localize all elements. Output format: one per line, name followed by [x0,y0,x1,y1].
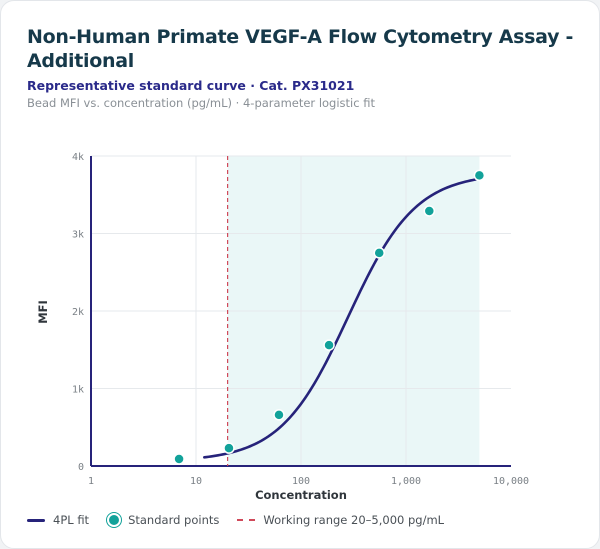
x-tick-label: 1,000 [391,476,421,487]
standard-point [323,339,335,351]
legend-item-range: Working range 20–5,000 pg/mL [237,513,444,527]
standard-point [473,169,486,182]
chart-caption: Bead MFI vs. concentration (pg/mL) · 4-p… [27,96,375,110]
legend-swatch-fit [27,518,45,522]
standard-point [223,442,235,454]
standard-point [173,453,185,465]
y-tick-label: 1k [72,385,84,396]
x-tick-label: 10,000 [493,476,529,487]
legend-swatch-points [107,513,122,527]
legend-item-fit: 4PL fit [27,513,89,527]
y-tick-label: 3k [72,230,84,241]
x-tick-label: 10 [190,476,202,487]
legend-label-points: Standard points [128,513,220,527]
legend-label-fit: 4PL fit [53,513,90,527]
y-axis-title: MFI [36,300,50,324]
x-axis-title: Concentration [255,488,347,502]
chart-title: Non-Human Primate VEGF-A Flow Cytometry … [27,26,574,72]
chart-subtitle: Representative standard curve · Cat. PX3… [27,78,355,93]
standard-point [273,409,285,421]
legend: 4PL fit Standard points Working range 20… [27,513,462,527]
y-tick-label: 4k [72,152,84,163]
y-tick-label: 2k [72,307,84,318]
x-tick-label: 1 [88,476,94,487]
legend-swatch-range [237,519,256,521]
legend-label-range: Working range 20–5,000 pg/mL [263,513,445,527]
4pl-fit-line [203,177,481,459]
x-tick-label: 100 [292,476,310,487]
y-tick-label: 0 [78,462,84,473]
legend-item-points: Standard points [107,513,219,527]
standard-point [423,205,436,217]
standard-point [373,247,385,259]
